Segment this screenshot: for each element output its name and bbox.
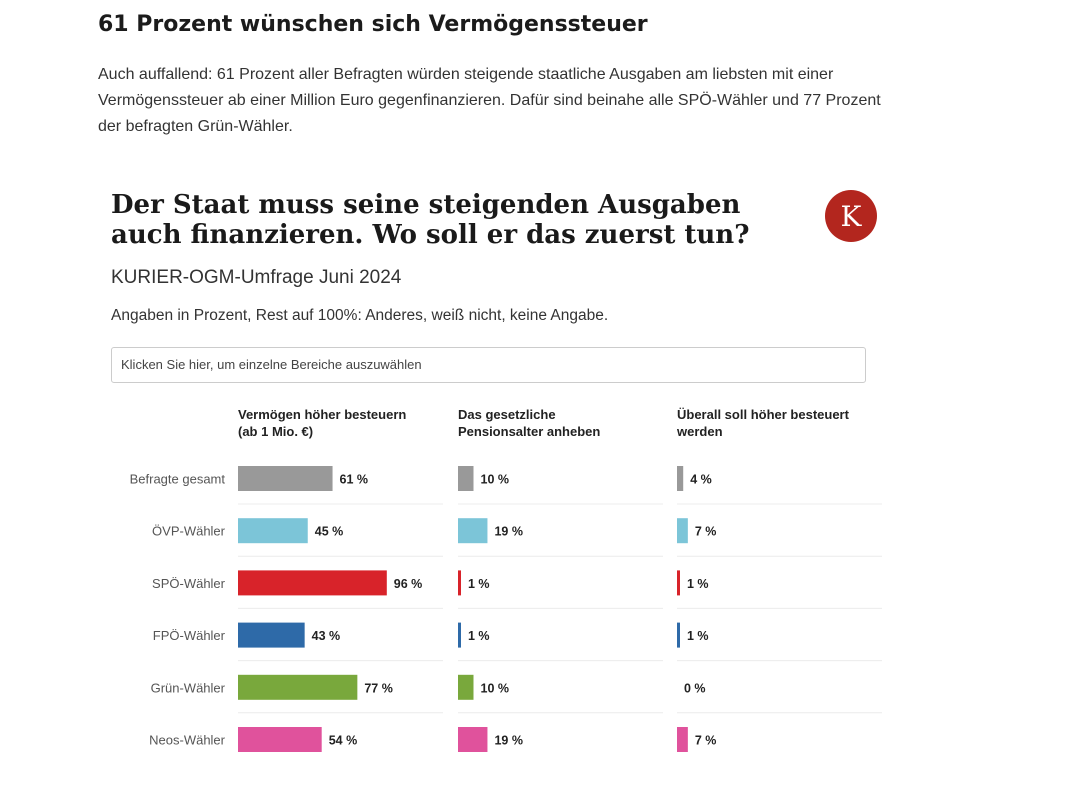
kurier-logo: K bbox=[825, 190, 877, 242]
data-label: 10 % bbox=[481, 473, 510, 487]
bar bbox=[238, 466, 333, 491]
bar bbox=[458, 570, 461, 596]
data-label: 45 % bbox=[315, 525, 344, 539]
panel-title-2: Das gesetzliche bbox=[458, 407, 556, 422]
chart-title: Der Staat muss seine steigenden Ausgaben… bbox=[111, 190, 750, 250]
bar bbox=[677, 727, 688, 752]
data-label: 1 % bbox=[687, 629, 709, 643]
panel-title-1: (ab 1 Mio. €) bbox=[238, 424, 313, 439]
data-label: 7 % bbox=[695, 525, 717, 539]
article: 61 Prozent wünschen sich Vermögenssteuer… bbox=[98, 0, 888, 140]
data-label: 43 % bbox=[312, 629, 341, 643]
chart-subtitle: KURIER-OGM-Umfrage Juni 2024 bbox=[111, 267, 402, 288]
bar bbox=[458, 622, 461, 648]
chart-note: Angaben in Prozent, Rest auf 100%: Ander… bbox=[111, 307, 609, 324]
data-label: 1 % bbox=[468, 577, 490, 591]
bar bbox=[238, 622, 305, 648]
panel-title-2: Pensionsalter anheben bbox=[458, 424, 600, 439]
bar bbox=[458, 674, 474, 700]
bar bbox=[677, 622, 680, 648]
bar bbox=[238, 570, 387, 596]
bar bbox=[238, 674, 358, 700]
data-label: 19 % bbox=[494, 525, 523, 539]
bar bbox=[677, 570, 680, 596]
bar bbox=[458, 518, 488, 544]
data-label: 77 % bbox=[364, 681, 393, 695]
bar bbox=[238, 518, 308, 544]
bar bbox=[677, 466, 684, 491]
category-label: SPÖ-Wähler bbox=[152, 576, 226, 591]
bar bbox=[458, 466, 474, 491]
category-label: Grün-Wähler bbox=[151, 680, 226, 695]
data-label: 1 % bbox=[468, 629, 490, 643]
panel-title-3: Überall soll höher besteuert bbox=[677, 407, 850, 422]
data-label: 0 % bbox=[684, 681, 706, 695]
bar bbox=[677, 518, 688, 544]
data-label: 19 % bbox=[494, 734, 523, 748]
data-label: 96 % bbox=[394, 577, 423, 591]
category-label: Befragte gesamt bbox=[130, 472, 226, 487]
panel-title-3: werden bbox=[676, 424, 723, 439]
data-label: 61 % bbox=[340, 473, 369, 487]
area-selector[interactable]: Klicken Sie hier, um einzelne Bereiche a… bbox=[111, 347, 866, 383]
data-label: 4 % bbox=[690, 473, 712, 487]
data-label: 54 % bbox=[329, 734, 358, 748]
bar bbox=[238, 727, 322, 752]
chart-card: Der Staat muss seine steigenden Ausgaben… bbox=[100, 176, 890, 786]
bar bbox=[458, 727, 488, 752]
article-heading: 61 Prozent wünschen sich Vermögenssteuer bbox=[98, 12, 648, 37]
bar-chart: Vermögen höher besteuern (ab 1 Mio. €) Das… bbox=[130, 407, 882, 752]
data-label: 1 % bbox=[687, 577, 709, 591]
data-label: 7 % bbox=[695, 734, 717, 748]
category-label: Neos-Wähler bbox=[149, 733, 226, 748]
category-label: ÖVP-Wähler bbox=[152, 524, 226, 539]
article-body: Auch auffallend: 61 Prozent aller Befrag… bbox=[98, 66, 881, 135]
data-label: 10 % bbox=[481, 681, 510, 695]
category-label: FPÖ-Wähler bbox=[153, 628, 226, 643]
panel-title-1: Vermögen höher besteuern bbox=[238, 407, 406, 422]
